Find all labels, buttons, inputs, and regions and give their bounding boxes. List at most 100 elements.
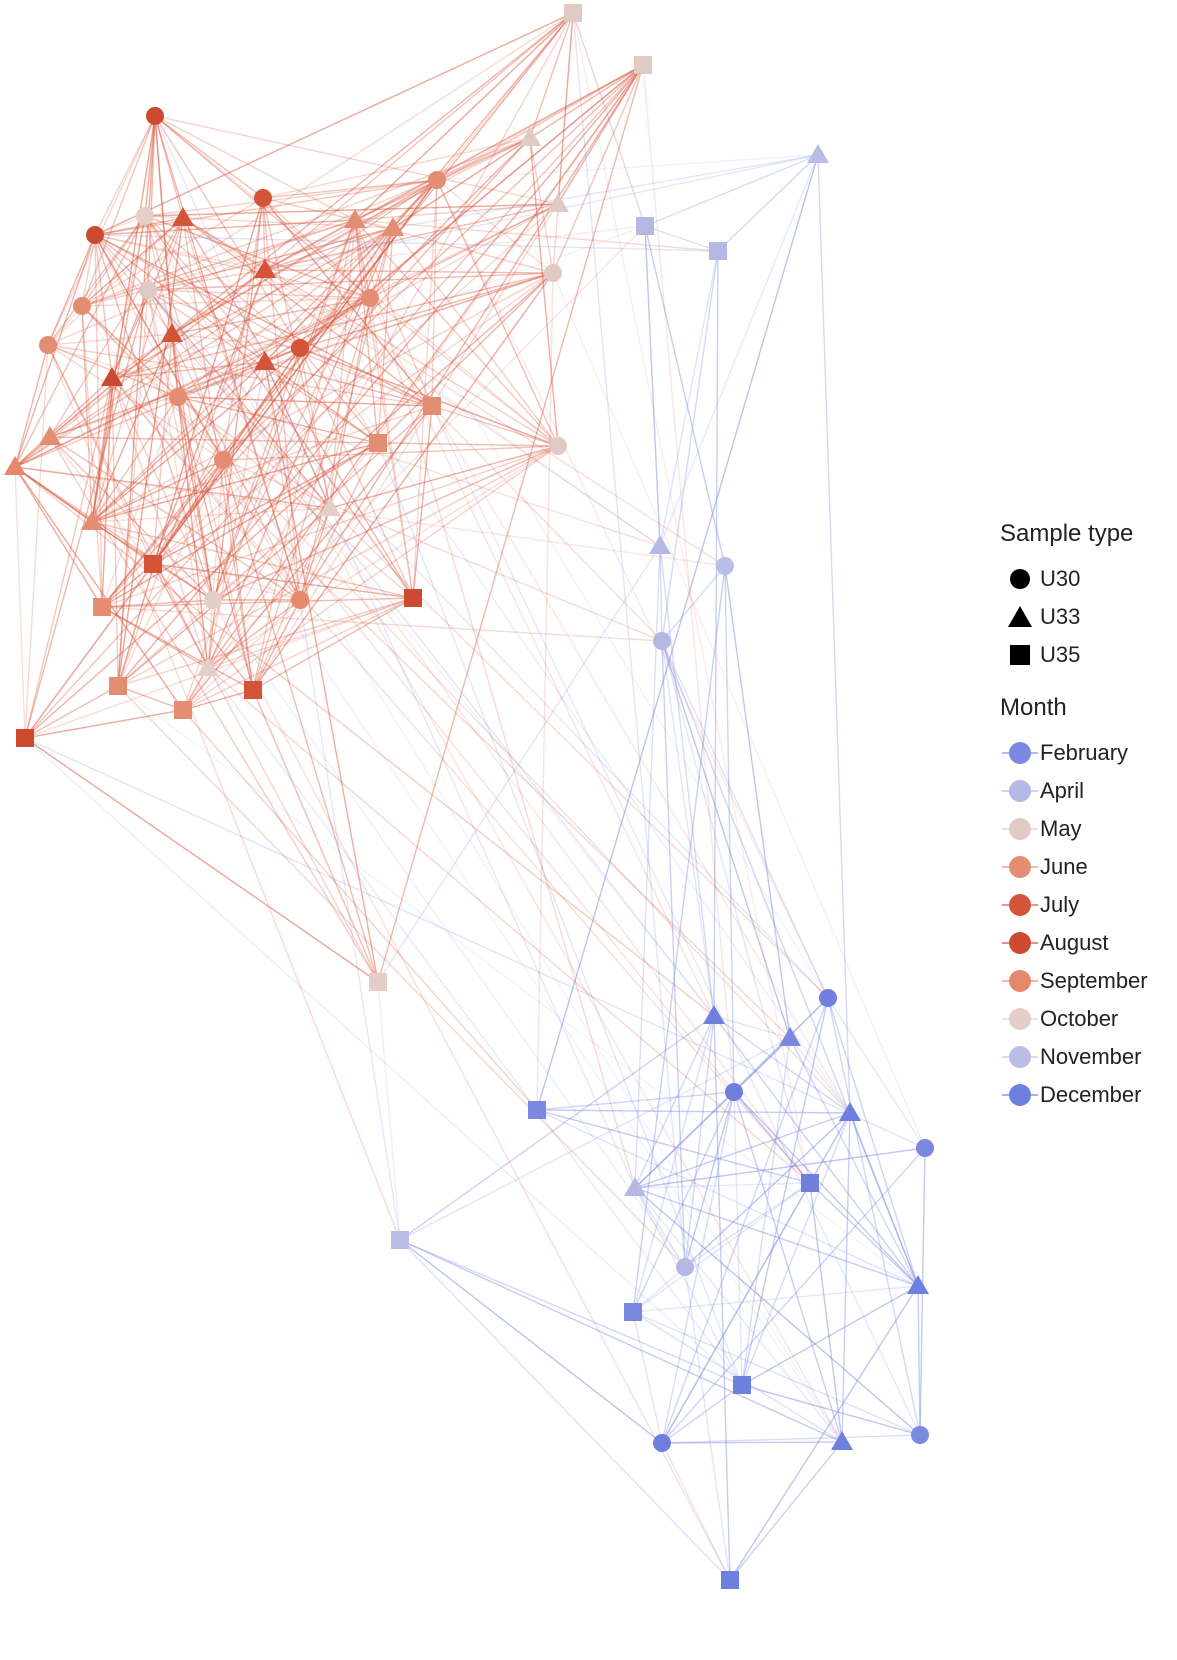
network-edge — [572, 12, 811, 1184]
network-edge — [94, 217, 184, 236]
network-edge — [399, 1037, 791, 1241]
network-edge — [377, 981, 401, 1241]
network-edge — [81, 234, 96, 307]
network-edge — [262, 137, 531, 199]
network-edge — [529, 64, 644, 139]
network-edge — [14, 466, 103, 608]
network-edges — [14, 12, 926, 1581]
network-edge — [684, 1112, 851, 1268]
network-edge — [207, 64, 644, 669]
network-edge — [262, 179, 438, 199]
network-edge — [49, 436, 559, 447]
network-edge — [171, 297, 371, 335]
legend-shape-label: U30 — [1040, 566, 1081, 591]
u35-node — [369, 973, 387, 991]
network-edge — [94, 234, 843, 1443]
legend-month-label: December — [1040, 1082, 1142, 1107]
network-edge — [14, 466, 726, 567]
network-edge — [94, 234, 214, 601]
network-edge — [354, 12, 574, 221]
network-edge — [182, 599, 301, 711]
network-edge — [147, 289, 371, 299]
network-edge — [182, 217, 266, 271]
network-edge — [91, 377, 113, 523]
u30-node — [911, 1426, 929, 1444]
u35-node — [144, 555, 162, 573]
network-edge — [354, 219, 379, 444]
network-edge — [14, 347, 301, 468]
network-edge — [94, 234, 266, 363]
network-edge — [264, 154, 819, 271]
network-edge — [94, 12, 574, 236]
network-edge — [94, 234, 149, 291]
network-edge — [91, 333, 173, 523]
network-edge — [81, 115, 156, 307]
network-edge — [632, 1285, 919, 1313]
network-edge — [264, 64, 644, 271]
network-edge — [392, 227, 559, 447]
network-edge — [154, 115, 371, 299]
u33-node — [197, 657, 219, 676]
u33-node — [172, 207, 194, 226]
network-edge — [207, 459, 224, 669]
network-edge — [729, 1441, 843, 1581]
network-edge — [177, 396, 214, 601]
network-edge — [94, 234, 719, 252]
u33-node — [344, 209, 366, 228]
network-edge — [14, 203, 559, 468]
network-edge — [252, 219, 356, 691]
network-edge — [684, 1091, 735, 1268]
network-edge — [632, 1091, 735, 1313]
network-edge — [49, 269, 266, 438]
network-edge — [849, 1112, 919, 1287]
legend-month-label: November — [1040, 1044, 1142, 1069]
network-edge — [733, 1091, 811, 1184]
u33-node — [81, 511, 103, 530]
network-edge — [264, 269, 726, 567]
network-edge — [369, 297, 715, 1017]
network-edge — [264, 225, 646, 271]
u30-node — [146, 107, 164, 125]
u33-node — [703, 1005, 725, 1024]
network-edge — [222, 445, 559, 461]
network-edge — [661, 565, 726, 642]
network-edge — [144, 215, 301, 349]
network-edge — [91, 272, 554, 523]
network-edge — [536, 1109, 851, 1114]
u30-node — [819, 989, 837, 1007]
network-edge — [177, 396, 331, 509]
network-edge — [299, 272, 554, 349]
network-edge — [81, 289, 149, 307]
network-edge — [741, 997, 829, 1386]
network-edge — [182, 217, 301, 601]
u35-node — [404, 589, 422, 607]
network-edge — [147, 12, 574, 291]
network-edge — [661, 250, 719, 642]
network-edge — [632, 1311, 921, 1436]
network-edge — [572, 12, 646, 227]
network-edge — [222, 64, 644, 461]
network-edge — [529, 12, 574, 139]
network-edge — [14, 466, 214, 601]
network-edge — [144, 215, 414, 599]
network-edge — [14, 377, 113, 468]
network-edge — [354, 219, 371, 299]
network-edge — [14, 215, 146, 468]
network-edge — [634, 1147, 926, 1189]
network-edge — [436, 154, 819, 181]
network-edge — [47, 217, 184, 346]
network-edge — [661, 640, 829, 999]
network-edge — [354, 179, 438, 221]
network-edge — [111, 377, 119, 687]
network-edge — [147, 115, 156, 291]
network-edge — [144, 215, 254, 691]
network-edge — [644, 225, 661, 547]
u30-node — [676, 1258, 694, 1276]
network-edge — [182, 217, 433, 407]
network-edge — [147, 289, 811, 1184]
network-edge — [94, 234, 179, 398]
network-edge — [684, 1015, 715, 1268]
network-edge — [171, 333, 214, 601]
month-swatch-icon — [1000, 772, 1040, 810]
network-edge — [147, 289, 214, 601]
